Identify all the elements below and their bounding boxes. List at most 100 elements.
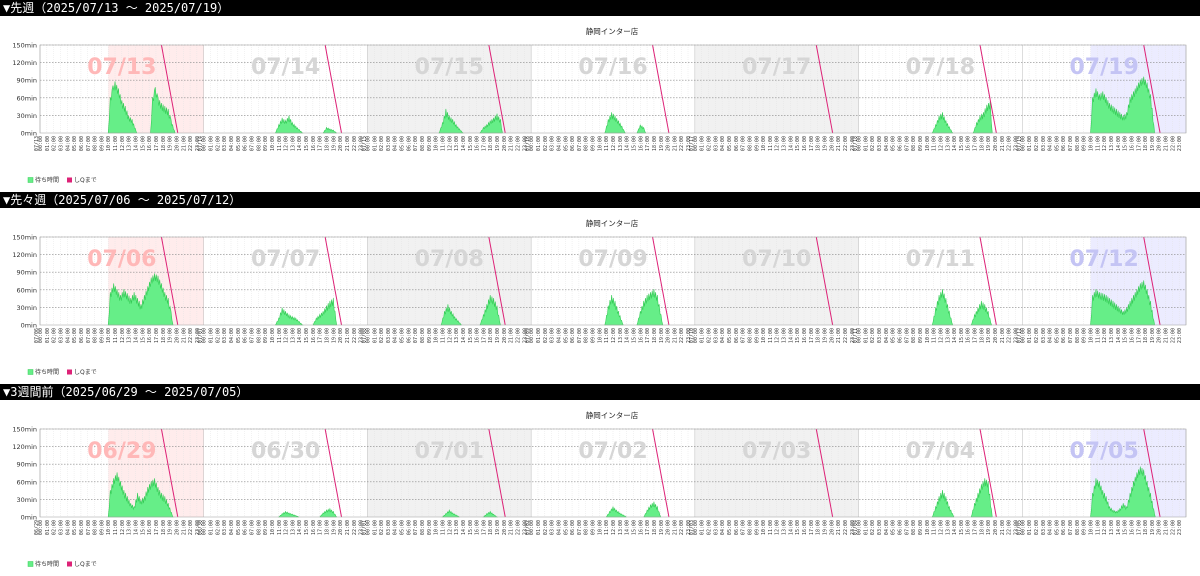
- wait-time-chart: 静岡インター店 0min 30min 60min 90min 120min 150min 07…: [12, 218, 1187, 376]
- x-tick-label: 04:00: [393, 328, 399, 343]
- x-tick-label: 23:00: [1177, 328, 1183, 343]
- x-tick-label: 09:00: [591, 328, 597, 343]
- y-tick-label: 0min: [21, 130, 37, 138]
- until-line: [1143, 44, 1161, 134]
- x-tick-label: 12:00: [611, 136, 617, 151]
- x-tick-label: 03:00: [1041, 520, 1047, 535]
- x-tick-label: 21:00: [672, 328, 678, 343]
- day-label: 07/06: [87, 247, 156, 272]
- y-tick-label: 60min: [16, 286, 37, 294]
- until-line: [979, 428, 997, 518]
- x-tick-label: 12:00: [1102, 328, 1108, 343]
- x-tick-label: 20:00: [666, 136, 672, 151]
- x-tick-label: 12:00: [284, 520, 290, 535]
- x-tick-label: 04:00: [393, 520, 399, 535]
- y-tick-label: 150min: [12, 42, 37, 50]
- x-tick-label: 23:00: [195, 136, 201, 151]
- x-tick-label: 09:00: [1082, 328, 1088, 343]
- week-header: ▼先週（2025/07/13 〜 2025/07/19）: [0, 0, 1200, 16]
- x-tick-label: 16:00: [147, 520, 153, 535]
- x-tick-label: 04:00: [1048, 520, 1054, 535]
- x-tick-label: 06:00: [898, 328, 904, 343]
- x-tick-label: 17:00: [481, 328, 487, 343]
- x-tick-label: 18:00: [816, 136, 822, 151]
- x-tick-label: 06:00: [570, 136, 576, 151]
- x-tick-label: 16:00: [311, 520, 317, 535]
- x-tick-label: 22:00: [516, 136, 522, 151]
- x-tick-label: 06:00: [243, 328, 249, 343]
- x-tick-label: 06:00: [406, 136, 412, 151]
- y-tick-label: 90min: [16, 269, 37, 277]
- x-tick-label: 16:00: [802, 136, 808, 151]
- x-date-label: 07/15: [361, 136, 367, 151]
- legend-swatch-until: [67, 369, 72, 375]
- x-tick-label: 20:00: [666, 520, 672, 535]
- x-tick-label: 09:00: [427, 328, 433, 343]
- x-tick-label: 21:00: [1000, 328, 1006, 343]
- x-tick-label: 22:00: [188, 520, 194, 535]
- x-tick-label: 09:00: [918, 136, 924, 151]
- x-tick-label: 14:00: [788, 520, 794, 535]
- x-tick-label: 11:00: [932, 136, 938, 151]
- x-tick-label: 04:00: [1048, 328, 1054, 343]
- x-tick-label: 10:00: [1089, 136, 1095, 151]
- x-tick-label: 07:00: [577, 136, 583, 151]
- wait-time-area: [931, 489, 955, 518]
- x-tick-label: 21:00: [836, 136, 842, 151]
- x-tick-label: 22:00: [352, 520, 358, 535]
- x-tick-label: 18:00: [161, 520, 167, 535]
- x-tick-label: 11:00: [113, 328, 119, 343]
- x-tick-label: 19:00: [822, 328, 828, 343]
- x-tick-label: 01:00: [1027, 136, 1033, 151]
- wait-time-chart: 静岡インター店 0min 30min 60min 90min 120min 150min 07…: [12, 26, 1187, 184]
- x-tick-label: 09:00: [427, 520, 433, 535]
- x-tick-label: 06:00: [79, 136, 85, 151]
- x-tick-label: 21:00: [672, 136, 678, 151]
- x-tick-label: 17:00: [1136, 520, 1142, 535]
- x-tick-label: 10:00: [761, 136, 767, 151]
- x-tick-label: 01:00: [209, 136, 215, 151]
- until-line: [652, 428, 670, 518]
- x-tick-label: 02:00: [707, 328, 713, 343]
- x-tick-label: 19:00: [168, 136, 174, 151]
- x-tick-label: 07:00: [249, 520, 255, 535]
- x-tick-label: 17:00: [318, 520, 324, 535]
- x-tick-label: 09:00: [263, 136, 269, 151]
- x-tick-label: 14:00: [134, 136, 140, 151]
- x-tick-label: 13:00: [127, 520, 133, 535]
- x-tick-label: 17:00: [809, 136, 815, 151]
- x-tick-label: 12:00: [120, 328, 126, 343]
- x-tick-label: 15:00: [140, 328, 146, 343]
- x-tick-label: 18:00: [161, 328, 167, 343]
- x-tick-label: 15:00: [795, 520, 801, 535]
- x-tick-label: 12:00: [447, 520, 453, 535]
- day-label: 07/03: [742, 439, 811, 464]
- x-tick-label: 00:00: [857, 136, 863, 151]
- x-tick-label: 16:00: [147, 136, 153, 151]
- x-tick-label: 00:00: [38, 328, 44, 343]
- day-label: 06/30: [251, 439, 320, 464]
- x-tick-label: 18:00: [652, 328, 658, 343]
- x-tick-label: 21:00: [1164, 520, 1170, 535]
- x-tick-label: 04:00: [229, 136, 235, 151]
- x-tick-label: 07:00: [249, 328, 255, 343]
- x-tick-label: 19:00: [986, 136, 992, 151]
- x-tick-label: 17:00: [809, 520, 815, 535]
- x-tick-label: 01:00: [1027, 328, 1033, 343]
- day-label: 07/04: [906, 439, 975, 464]
- x-date-label: 07/16: [525, 136, 531, 151]
- x-tick-label: 21:00: [181, 520, 187, 535]
- x-tick-label: 03:00: [222, 136, 228, 151]
- x-tick-label: 03:00: [550, 328, 556, 343]
- x-tick-label: 12:00: [938, 136, 944, 151]
- x-tick-label: 01:00: [45, 136, 51, 151]
- wait-time-area: [636, 289, 664, 326]
- x-tick-label: 20:00: [666, 328, 672, 343]
- x-date-label: 07/13: [34, 136, 40, 151]
- x-tick-label: 20:00: [502, 328, 508, 343]
- x-tick-label: 13:00: [290, 520, 296, 535]
- x-tick-label: 00:00: [365, 136, 371, 151]
- x-tick-label: 07:00: [741, 520, 747, 535]
- until-line: [1143, 236, 1161, 326]
- x-tick-label: 20:00: [338, 328, 344, 343]
